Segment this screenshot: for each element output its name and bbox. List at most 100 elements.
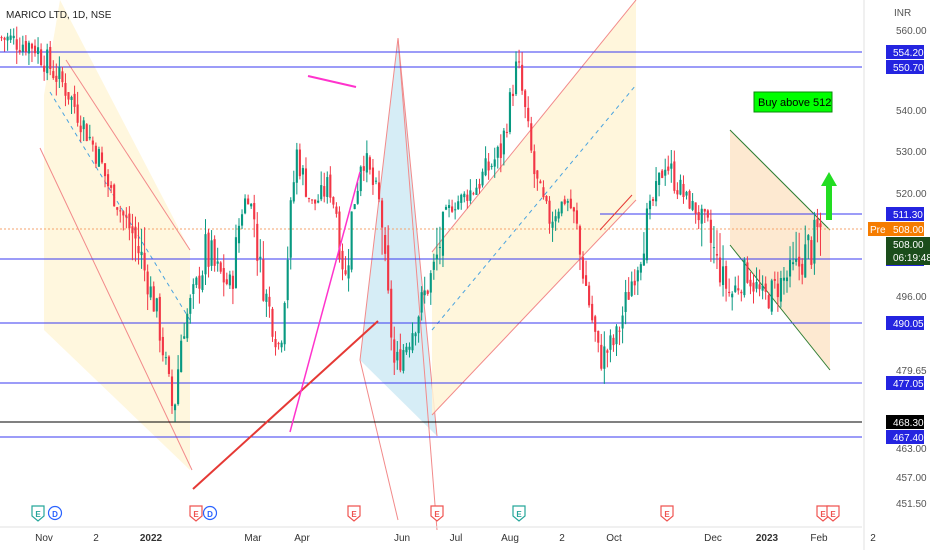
- candle-body: [536, 170, 539, 179]
- candle-body: [731, 293, 734, 298]
- up-arrow-icon: [821, 172, 837, 220]
- candle-body: [164, 357, 167, 359]
- candle-body: [508, 92, 512, 133]
- candle-body: [624, 292, 627, 312]
- candle-body: [155, 298, 158, 312]
- candle-body: [140, 251, 143, 256]
- candle-body: [137, 245, 140, 254]
- candle-body: [301, 168, 304, 175]
- price-tag-text: 477.05: [893, 379, 924, 390]
- downtrend-channel-lower-line: [39, 147, 193, 471]
- candle-body: [499, 143, 502, 158]
- magenta-trendline: [289, 171, 361, 433]
- event-marker-e: E: [430, 505, 444, 522]
- event-marker-letter: E: [830, 510, 836, 519]
- y-tick-label: 560.00: [896, 26, 927, 37]
- earnings-icon: [660, 505, 674, 522]
- time-axis[interactable]: Nov 2 2022 Mar Apr Jun Jul Aug 2 Oct Dec 2023 Feb 2: [0, 0, 876, 550]
- event-marker-letter: E: [35, 510, 41, 519]
- buy-annotation[interactable]: Buy above 512: [753, 91, 833, 113]
- candle-body: [201, 275, 204, 290]
- candle-body: [231, 275, 234, 289]
- candle-body: [88, 136, 91, 139]
- candle-body: [240, 214, 244, 226]
- candle-body: [408, 346, 411, 350]
- candle-body: [262, 259, 265, 301]
- candle-body: [347, 265, 350, 279]
- candle-body: [548, 200, 551, 224]
- candle-body: [718, 257, 722, 283]
- price-tags: 554.20550.70504.60490.05477.05468.30467.…: [868, 45, 932, 444]
- candle-body: [82, 120, 85, 130]
- candle-body: [350, 211, 353, 270]
- candle-body: [618, 330, 621, 332]
- uptrend-channel-fill: [432, 0, 636, 415]
- candle-body: [173, 404, 177, 411]
- event-marker-letter: E: [193, 510, 199, 519]
- candle-body: [466, 194, 469, 201]
- candle-body: [107, 174, 110, 187]
- candle-body: [381, 200, 384, 228]
- candle-body: [655, 181, 658, 202]
- candle-body: [320, 185, 323, 200]
- candle-body: [12, 35, 15, 39]
- candle-body: [177, 369, 180, 405]
- candle-body: [295, 149, 298, 183]
- candle-body: [651, 199, 655, 201]
- candle-body: [85, 124, 88, 141]
- candle-body: [746, 262, 749, 283]
- candle-body: [816, 219, 819, 228]
- candle-body: [280, 342, 283, 348]
- candle-body: [661, 170, 664, 178]
- candle-body: [116, 207, 119, 210]
- candle-body: [551, 221, 554, 228]
- y-tick-label: 520.00: [896, 189, 927, 200]
- candle-body: [353, 204, 356, 210]
- price-tag-box: [886, 45, 924, 59]
- candle-body: [103, 163, 107, 177]
- candle-body: [36, 47, 40, 55]
- candle-body: [804, 244, 807, 278]
- candle-body: [511, 93, 515, 97]
- candle-body: [712, 247, 715, 249]
- breakout-line: [599, 194, 633, 231]
- event-marker-letter: E: [664, 510, 670, 519]
- candle-body: [256, 223, 259, 261]
- candle-body: [289, 200, 292, 258]
- candle-body: [481, 171, 484, 186]
- candle-body: [9, 35, 12, 40]
- price-tag-box: [886, 376, 924, 390]
- candle-body: [192, 284, 195, 295]
- candlesticks: [0, 26, 822, 422]
- candle-body: [600, 344, 603, 369]
- candle-body: [798, 256, 801, 267]
- uptrend-channel-median: [431, 84, 637, 331]
- candle-body: [307, 197, 311, 199]
- candle-body: [265, 293, 268, 302]
- candle-body: [463, 193, 466, 198]
- candle-body: [152, 286, 155, 312]
- candle-body: [447, 205, 451, 208]
- candle-body: [183, 336, 186, 339]
- event-marker-d: D: [202, 505, 218, 521]
- candle-body: [79, 125, 82, 133]
- candle-body: [584, 275, 588, 286]
- candle-body: [399, 349, 402, 371]
- candle-body: [478, 183, 481, 189]
- candle-body: [195, 277, 198, 285]
- y-tick-label: 496.00: [896, 292, 927, 303]
- candle-body: [432, 261, 435, 270]
- candle-body: [43, 65, 46, 72]
- candle-body: [161, 336, 164, 356]
- uptrend-channel-lower-line: [431, 199, 637, 416]
- candle-body: [524, 90, 527, 108]
- candle-body: [213, 239, 216, 266]
- candle-body: [630, 281, 633, 296]
- candle-body: [788, 259, 792, 277]
- candle-body: [764, 283, 767, 292]
- y-tick-label: 530.00: [896, 147, 927, 158]
- candle-body: [390, 288, 393, 338]
- candle-body: [0, 37, 3, 39]
- price-axis[interactable]: 560.00 540.00 530.00 520.00 496.00 479.65 463.…: [896, 26, 927, 510]
- candle-body: [609, 335, 612, 350]
